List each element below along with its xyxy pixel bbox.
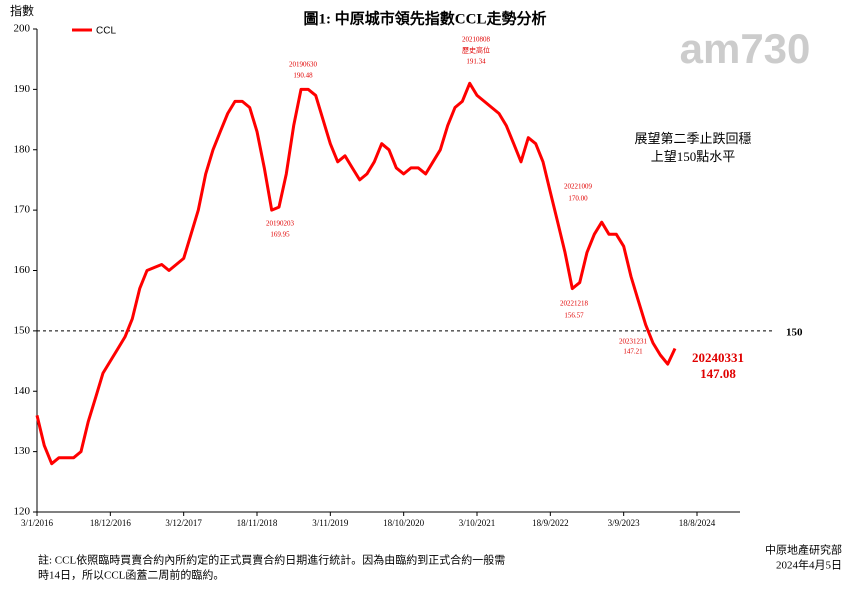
- y-tick-label: 140: [14, 385, 31, 397]
- date: 2024年4月5日: [776, 558, 842, 572]
- annotation: 191.34: [466, 58, 486, 66]
- x-tick-label: 18/9/2022: [532, 518, 569, 528]
- y-tick-label: 170: [14, 204, 31, 216]
- annotation: 歷史高位: [462, 46, 490, 55]
- y-tick-label: 160: [14, 264, 31, 276]
- annotation: 20240331: [692, 350, 744, 365]
- footnote: 註: CCL依照臨時買賣合約內所約定的正式買賣合約日期進行統計。因為由臨約到正式…: [38, 553, 505, 567]
- x-tick-label: 18/8/2024: [679, 518, 716, 528]
- y-tick-label: 190: [14, 83, 31, 95]
- annotation: 20221218: [560, 300, 589, 308]
- y-tick-label: 180: [14, 143, 31, 155]
- annotation: 20190203: [266, 220, 295, 228]
- legend-label: CCL: [96, 26, 116, 37]
- footnote: 時14日，所以CCL函蓋二周前的臨約。: [38, 568, 224, 582]
- y-tick-label: 130: [14, 445, 31, 457]
- x-tick-label: 18/10/2020: [383, 518, 425, 528]
- annotation: 20210808: [462, 36, 491, 44]
- callout-line: 展望第二季止跌回穩: [634, 131, 751, 146]
- x-tick-label: 18/11/2018: [237, 518, 278, 528]
- annotation: 169.95: [270, 231, 290, 239]
- annotation: 190.48: [293, 72, 313, 80]
- y-tick-label: 120: [14, 506, 31, 518]
- annotation: 20221009: [564, 183, 593, 191]
- x-tick-label: 3/9/2023: [608, 518, 641, 528]
- logo: am730: [680, 25, 811, 72]
- y-tick-label: 200: [14, 23, 31, 35]
- annotation: 20231231: [619, 338, 648, 346]
- x-tick-label: 18/12/2016: [90, 518, 132, 528]
- annotation: 147.21: [623, 348, 643, 356]
- annotation: 147.08: [700, 366, 736, 381]
- y-tick-label: 150: [14, 324, 31, 336]
- reference-label: 150: [786, 326, 803, 338]
- chart-title: 圖1: 中原城市領先指數CCL走勢分析: [304, 9, 547, 27]
- line: [35, 81, 677, 466]
- x-tick-label: 3/12/2017: [165, 518, 202, 528]
- x-tick-label: 3/1/2016: [21, 518, 54, 528]
- annotation: 156.57: [564, 312, 584, 320]
- callout-line: 上望150點水平: [651, 149, 736, 164]
- x-tick-label: 3/10/2021: [459, 518, 496, 528]
- annotation: 20190630: [289, 61, 318, 69]
- annotation: 170.00: [568, 195, 588, 203]
- y-axis-label: 指數: [10, 3, 34, 18]
- source: 中原地產研究部: [765, 543, 842, 557]
- x-tick-label: 3/11/2019: [312, 518, 349, 528]
